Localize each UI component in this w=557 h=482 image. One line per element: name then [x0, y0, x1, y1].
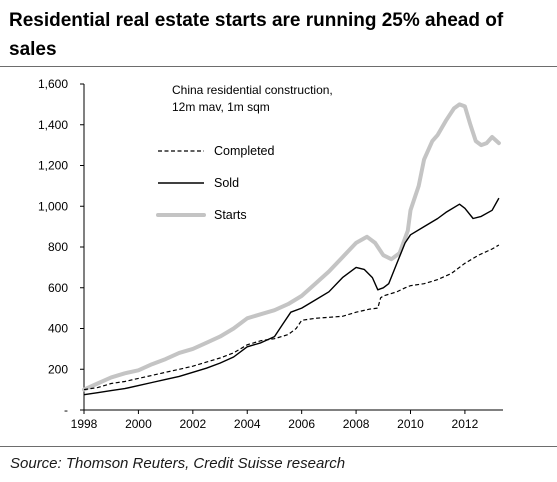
x-tick-label: 2002 — [179, 417, 206, 431]
y-tick-label: 1,400 — [38, 118, 68, 132]
y-tick-label: 1,600 — [38, 77, 68, 91]
legend-label-sold: Sold — [214, 176, 239, 190]
line-chart: - 200 400 600 800 1,000 1,200 1,400 1,600 1998 20… — [38, 77, 503, 431]
chart-axes — [80, 83, 503, 414]
chart-legend: Completed Sold Starts — [156, 144, 274, 222]
y-tick-labels: - 200 400 600 800 1,000 1,200 1,400 1,600 — [38, 77, 68, 417]
chart-title: Residential real estate starts are runni… — [9, 10, 504, 60]
x-tick-label: 2012 — [452, 417, 479, 431]
x-tick-label: 2000 — [125, 417, 152, 431]
x-tick-label: 2008 — [343, 417, 370, 431]
x-tick-label: 1998 — [71, 417, 98, 431]
y-tick-label: 200 — [48, 362, 68, 376]
series-line-starts — [82, 102, 501, 392]
annotation-line-2: 12m mav, 1m sqm — [172, 100, 270, 114]
y-tick-label: - — [64, 403, 68, 417]
header-rule — [0, 66, 557, 67]
x-tick-label: 2006 — [288, 417, 315, 431]
legend-label-completed: Completed — [214, 144, 274, 158]
y-tick-label: 800 — [48, 240, 68, 254]
series-lines — [82, 102, 501, 396]
x-tick-label: 2004 — [234, 417, 261, 431]
series-line-completed — [83, 244, 500, 391]
x-tick-labels: 1998 2000 2002 2004 2006 2008 2010 2012 — [71, 417, 479, 431]
x-tick-label: 2010 — [397, 417, 424, 431]
chart-annotation: China residential construction, 12m mav,… — [172, 83, 333, 114]
y-tick-label: 1,200 — [38, 159, 68, 173]
footer-rule — [0, 446, 557, 447]
annotation-line-1: China residential construction, — [172, 83, 333, 97]
y-tick-label: 600 — [48, 281, 68, 295]
series-line-sold — [83, 197, 500, 396]
y-tick-label: 1,000 — [38, 199, 68, 213]
source-note: Source: Thomson Reuters, Credit Suisse r… — [10, 455, 346, 472]
legend-label-starts: Starts — [214, 208, 247, 222]
y-tick-label: 400 — [48, 322, 68, 336]
